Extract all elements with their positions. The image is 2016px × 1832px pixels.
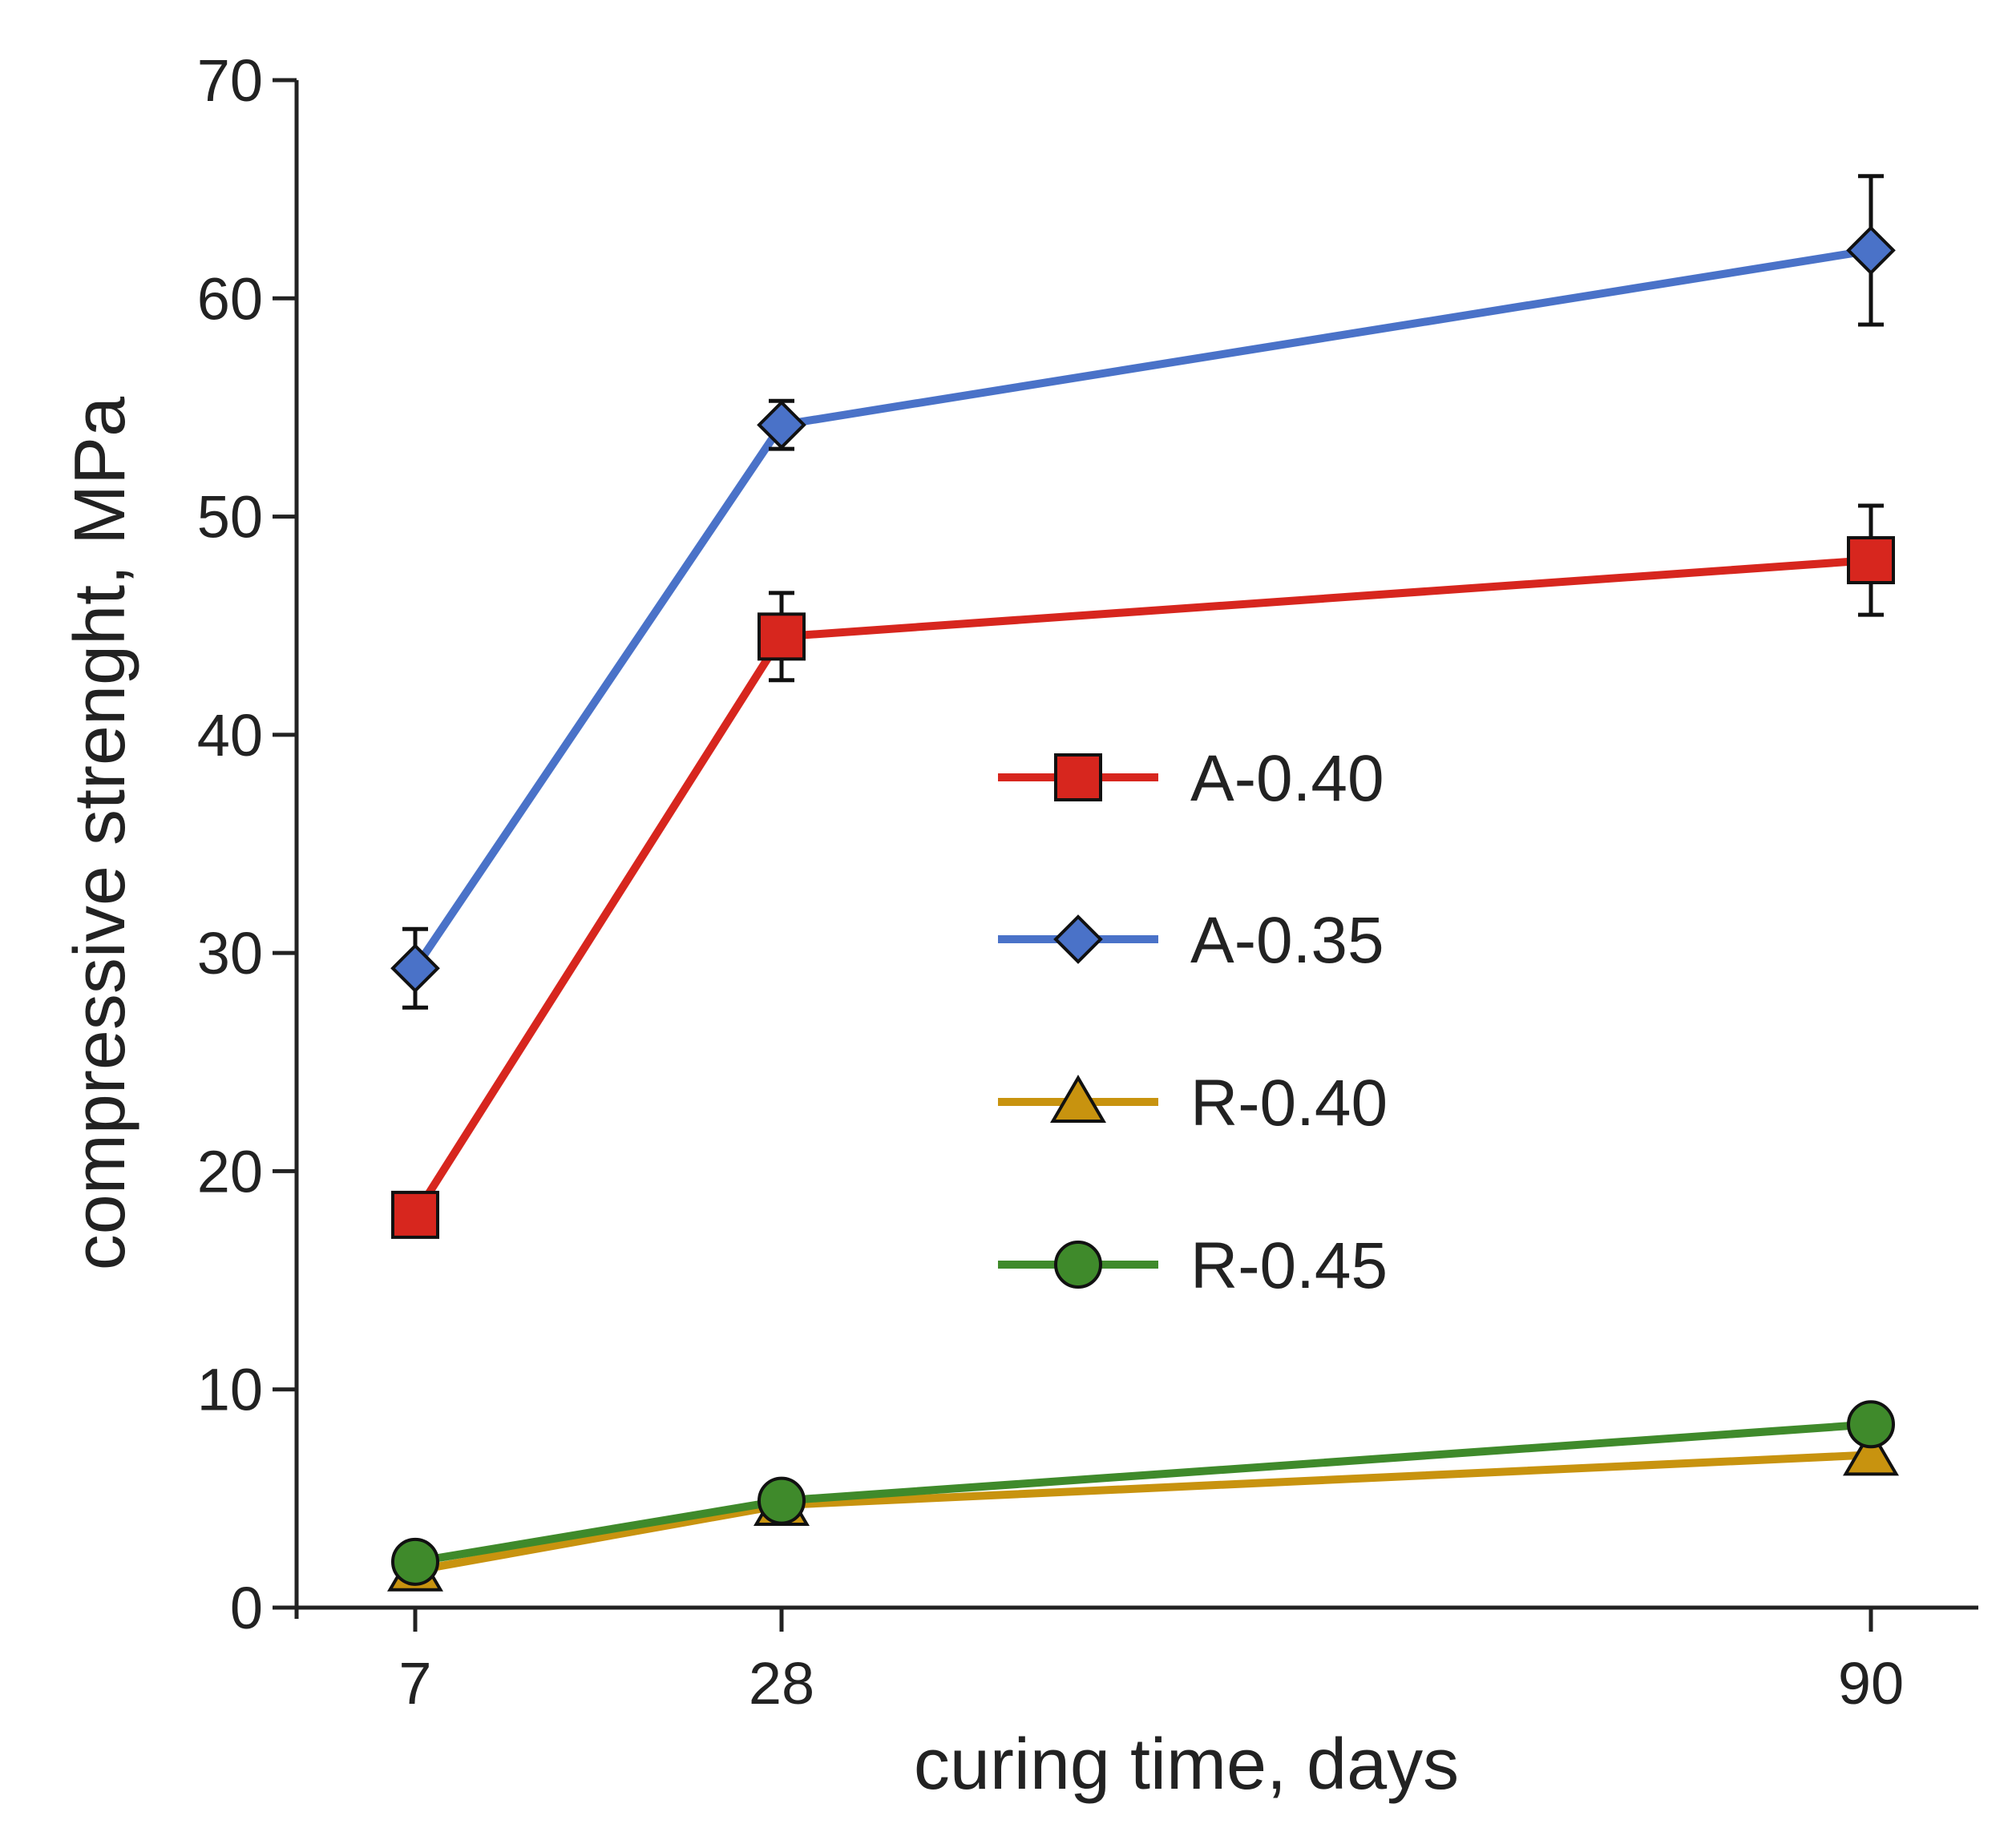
legend-label: R-0.40 xyxy=(1190,1067,1388,1140)
data-point xyxy=(758,612,806,661)
series-R-0.40 xyxy=(387,1427,1899,1592)
axes: 0 10 20 30 40 50 60 70 7 28 90 xyxy=(197,47,1978,1717)
x-tick-label: 7 xyxy=(398,1650,431,1717)
series-A-0.40 xyxy=(391,503,1895,1239)
legend-entry-A-0.35: A-0.35 xyxy=(998,904,1384,977)
legend-marker xyxy=(1050,1075,1106,1123)
y-tick-label: 30 xyxy=(197,920,263,987)
legend-entry-A-0.40: A-0.40 xyxy=(998,742,1384,815)
legend-label: A-0.35 xyxy=(1190,904,1384,977)
y-tick-label: 40 xyxy=(197,702,263,769)
series-line xyxy=(414,1420,1872,1566)
data-point xyxy=(1843,1427,1899,1476)
y-tick-label: 60 xyxy=(197,265,263,332)
data-point xyxy=(757,400,806,450)
legend-marker xyxy=(1054,1241,1102,1289)
y-axis-title: compressive strenght, MPa xyxy=(60,396,140,1270)
y-tick-label: 50 xyxy=(197,484,263,551)
legend: A-0.40 A-0.35 R-0.40 R-0.45 xyxy=(998,742,1388,1302)
legend-marker xyxy=(1053,914,1103,964)
y-tick-label: 20 xyxy=(197,1138,263,1205)
legend-label: A-0.40 xyxy=(1190,742,1384,815)
data-point xyxy=(1846,225,1896,276)
x-axis-title: curing time, days xyxy=(914,1725,1459,1805)
data-point xyxy=(1847,1400,1895,1449)
data-point xyxy=(390,943,440,994)
series-line xyxy=(411,556,1872,1217)
legend-entry-R-0.45: R-0.45 xyxy=(998,1229,1388,1302)
data-point xyxy=(1847,536,1895,585)
series-A-0.35 xyxy=(390,174,1896,1010)
x-tick-label: 28 xyxy=(749,1650,814,1717)
legend-label: R-0.45 xyxy=(1190,1229,1388,1302)
y-tick-label: 10 xyxy=(197,1357,263,1423)
data-point xyxy=(391,1190,439,1239)
x-tick-label: 90 xyxy=(1838,1650,1904,1717)
legend-marker xyxy=(1054,753,1102,801)
legend-entry-R-0.40: R-0.40 xyxy=(998,1067,1388,1140)
data-point xyxy=(758,1476,806,1525)
y-tick-label: 70 xyxy=(197,47,263,114)
y-tick-label: 0 xyxy=(230,1575,263,1641)
data-point xyxy=(391,1537,439,1586)
series-R-0.45 xyxy=(391,1400,1895,1586)
plot-area xyxy=(387,174,1899,1592)
